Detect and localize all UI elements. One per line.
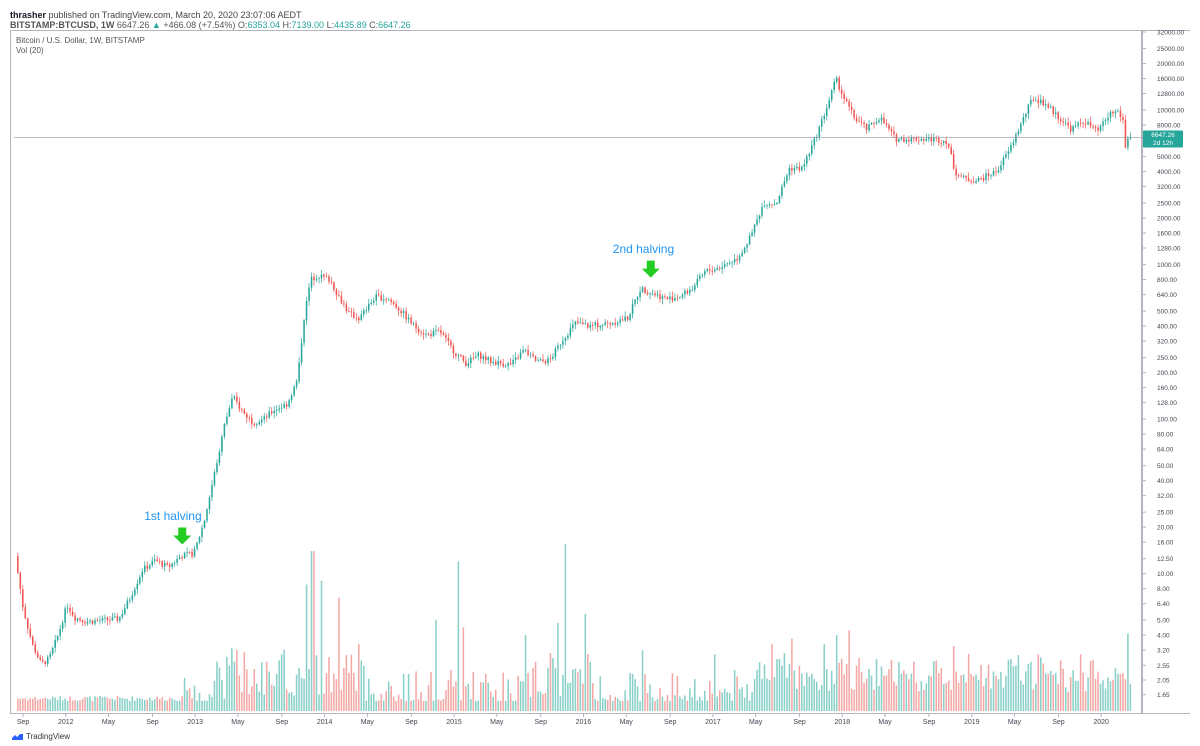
open-value: 6353.04 [247, 20, 280, 30]
last-price: 6647.26 [116, 20, 150, 30]
chart-pane[interactable] [10, 30, 1142, 714]
legend-title[interactable]: Bitcoin / U.S. Dollar, 1W, BITSTAMP [16, 36, 145, 45]
chart-legend: Bitcoin / U.S. Dollar, 1W, BITSTAMP Vol … [16, 36, 145, 56]
published-text: published on TradingView.com, March 20, … [48, 10, 302, 20]
high-value: 7139.00 [291, 20, 325, 30]
low-value: 4435.89 [334, 20, 367, 30]
author-name[interactable]: thrasher [10, 10, 47, 20]
change-arrow-icon: ▲ [151, 20, 161, 30]
change-text: +466.08 (+7.54%) [163, 20, 236, 30]
price-axis[interactable] [1142, 30, 1190, 714]
close-value: 6647.26 [378, 20, 411, 30]
legend-volume[interactable]: Vol (20) [16, 46, 44, 55]
symbol-text: BITSTAMP:BTCUSD, 1W [10, 20, 115, 30]
publisher-line: thrasher published on TradingView.com, M… [10, 10, 302, 20]
time-axis[interactable] [10, 714, 1142, 728]
brand-name[interactable]: TradingView [26, 732, 71, 741]
annotation-1st-halving[interactable]: 1st halving [144, 508, 202, 523]
annotation-2nd-halving[interactable]: 2nd halving [612, 241, 675, 256]
footer: TradingView [12, 732, 70, 741]
open-label: O: [237, 20, 248, 30]
close-label: C: [369, 20, 379, 30]
symbol-line: BITSTAMP:BTCUSD, 1W 6647.26 ▲ +466.08 (+… [10, 20, 411, 30]
high-label: H: [282, 20, 292, 30]
low-label: L: [326, 20, 335, 30]
tradingview-logo-icon [12, 733, 23, 740]
